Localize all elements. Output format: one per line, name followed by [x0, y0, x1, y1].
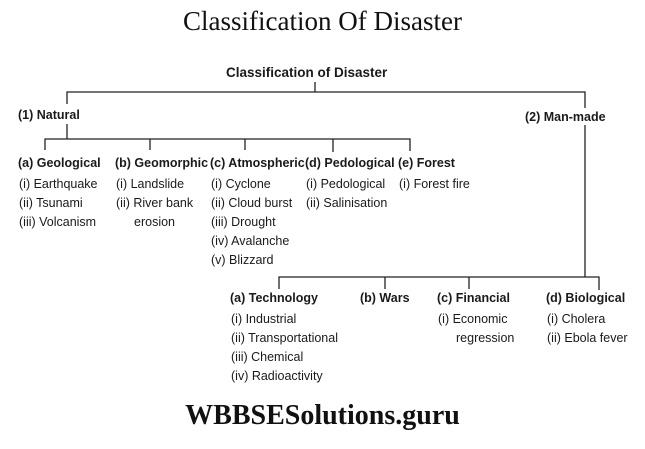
natural-item: (iii) Drought: [211, 215, 276, 229]
manmade-connector: [278, 125, 600, 290]
natural-item: (i) Cyclone: [211, 177, 271, 191]
natural-category: (c) Atmospheric: [210, 156, 305, 170]
footer-watermark: WBBSESolutions.guru: [185, 400, 460, 431]
manmade-item: (iv) Radioactivity: [231, 369, 323, 383]
manmade-category: (c) Financial: [437, 291, 510, 305]
manmade-item: (ii) Transportational: [231, 331, 338, 345]
manmade-category: (a) Technology: [230, 291, 318, 305]
manmade-node: (2) Man-made: [525, 110, 606, 124]
manmade-item: (ii) Ebola fever: [547, 331, 628, 345]
natural-item: (i) Forest fire: [399, 177, 470, 191]
root-connector: [66, 82, 586, 108]
root-node: Classification of Disaster: [226, 65, 388, 80]
natural-category: (e) Forest: [398, 156, 455, 170]
natural-item: (ii) Salinisation: [306, 196, 388, 210]
page-title: Classification Of Disaster: [183, 6, 462, 36]
natural-category: (d) Pedological: [305, 156, 395, 170]
natural-category: (a) Geological: [18, 156, 101, 170]
natural-item: (iv) Avalanche: [211, 234, 290, 248]
natural-connector: [44, 124, 411, 152]
natural-item: (ii) Tsunami: [19, 196, 83, 210]
natural-item: (ii) River bank: [116, 196, 194, 210]
manmade-category: (d) Biological: [546, 291, 626, 305]
natural-item: (ii) Cloud burst: [211, 196, 293, 210]
natural-item: (i) Earthquake: [19, 177, 98, 191]
manmade-item: (i) Cholera: [547, 312, 606, 326]
manmade-category: (b) Wars: [360, 291, 410, 305]
manmade-item: regression: [456, 331, 515, 345]
natural-item: (iii) Volcanism: [19, 215, 97, 229]
natural-item: (v) Blizzard: [211, 253, 274, 267]
manmade-item: (i) Industrial: [231, 312, 297, 326]
natural-item: (i) Pedological: [306, 177, 386, 191]
natural-node: (1) Natural: [18, 108, 80, 122]
manmade-item: (i) Economic: [438, 312, 508, 326]
natural-category: (b) Geomorphic: [115, 156, 209, 170]
natural-item: (i) Landslide: [116, 177, 185, 191]
natural-item: erosion: [134, 215, 175, 229]
manmade-item: (iii) Chemical: [231, 350, 304, 364]
